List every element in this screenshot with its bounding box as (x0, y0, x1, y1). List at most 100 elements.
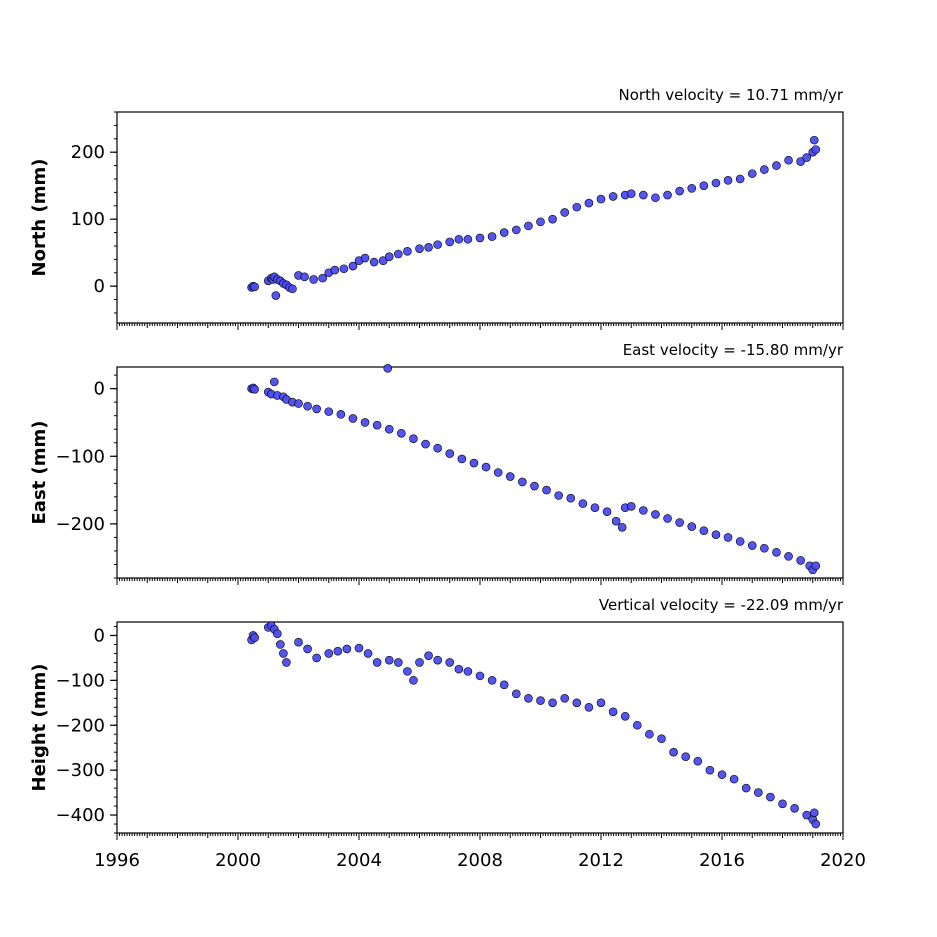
data-point (753, 788, 763, 797)
data-point (687, 522, 697, 531)
data-point (554, 491, 563, 500)
data-point (548, 214, 557, 224)
data-point (384, 655, 394, 665)
y-tick-label: −400 (56, 805, 105, 826)
data-point (802, 153, 812, 162)
data-point (250, 633, 259, 643)
data-point (747, 169, 757, 178)
data-point (445, 658, 455, 667)
y-tick-label: 0 (94, 625, 105, 646)
data-point (584, 198, 594, 208)
data-point (271, 291, 281, 300)
data-point (499, 680, 509, 690)
data-point (276, 640, 285, 649)
y-tick-label: −300 (56, 760, 105, 781)
data-point (778, 799, 787, 809)
data-point (363, 649, 373, 658)
data-point (632, 720, 642, 730)
data-point (481, 462, 491, 472)
data-point (811, 145, 821, 154)
data-point (250, 385, 259, 394)
panel-title: East velocity = -15.80 mm/yr (623, 341, 844, 359)
data-point (384, 424, 394, 434)
data-point (711, 178, 721, 188)
data-point (454, 234, 464, 244)
data-point (735, 537, 745, 546)
data-point (354, 643, 364, 653)
data-point (309, 275, 318, 284)
data-point (279, 649, 288, 658)
data-point (530, 481, 539, 491)
data-point (463, 667, 473, 676)
data-point (608, 707, 618, 717)
data-point (611, 516, 621, 526)
data-point (424, 651, 433, 660)
data-point (766, 792, 775, 802)
data-point (433, 443, 442, 453)
data-point (572, 202, 582, 212)
panel-title: Vertical velocity = -22.09 mm/yr (599, 596, 844, 614)
data-point (560, 208, 570, 217)
data-point (681, 752, 691, 761)
x-tick-label: 2008 (457, 850, 503, 871)
data-point (675, 186, 684, 196)
data-point (445, 237, 455, 247)
data-point (360, 253, 370, 263)
data-point (505, 472, 515, 481)
data-point (602, 507, 612, 517)
data-point (566, 493, 576, 503)
data-point (288, 284, 297, 294)
plot-frame-1 (116, 366, 844, 579)
y-tick-label: −100 (56, 670, 105, 691)
data-point (699, 526, 709, 535)
data-point (409, 434, 418, 443)
data-point (542, 485, 551, 495)
data-point (469, 458, 479, 468)
data-point (590, 503, 600, 512)
data-point (282, 658, 291, 667)
data-point (705, 765, 715, 775)
data-point (415, 244, 424, 253)
data-point (811, 819, 821, 829)
data-point (487, 676, 497, 685)
data-point (409, 676, 418, 685)
y-axis-label: North (mm) (29, 159, 50, 277)
data-point (318, 273, 328, 283)
data-point (273, 629, 282, 638)
data-point (369, 257, 379, 267)
data-point (394, 658, 403, 667)
data-point (330, 265, 340, 275)
data-point (348, 414, 358, 423)
data-point (524, 694, 533, 703)
data-point (511, 689, 521, 699)
data-point (303, 644, 312, 654)
data-point (463, 234, 473, 244)
data-point (269, 377, 279, 387)
data-point (645, 729, 654, 739)
data-point (475, 671, 485, 681)
data-point (454, 664, 464, 674)
data-point (336, 410, 346, 419)
data-point (657, 734, 666, 744)
data-point (584, 702, 594, 712)
plot-frame-0 (116, 111, 844, 324)
y-tick-label: −200 (56, 715, 105, 736)
data-point (560, 694, 570, 703)
data-point (433, 240, 442, 249)
data-point (784, 155, 793, 165)
x-tick-label: 2012 (578, 850, 624, 871)
data-point (596, 194, 606, 204)
x-tick-label: 2004 (336, 850, 382, 871)
data-point (342, 644, 352, 654)
data-point (421, 439, 430, 449)
data-point (796, 556, 805, 565)
data-point (663, 190, 672, 200)
data-point (809, 135, 819, 145)
data-point (457, 454, 467, 464)
data-point (493, 468, 503, 477)
data-point (735, 174, 745, 184)
data-point (620, 711, 630, 721)
data-point (651, 510, 660, 519)
panel-title: North velocity = 10.71 mm/yr (619, 86, 844, 104)
x-tick-label: 1996 (94, 850, 140, 871)
